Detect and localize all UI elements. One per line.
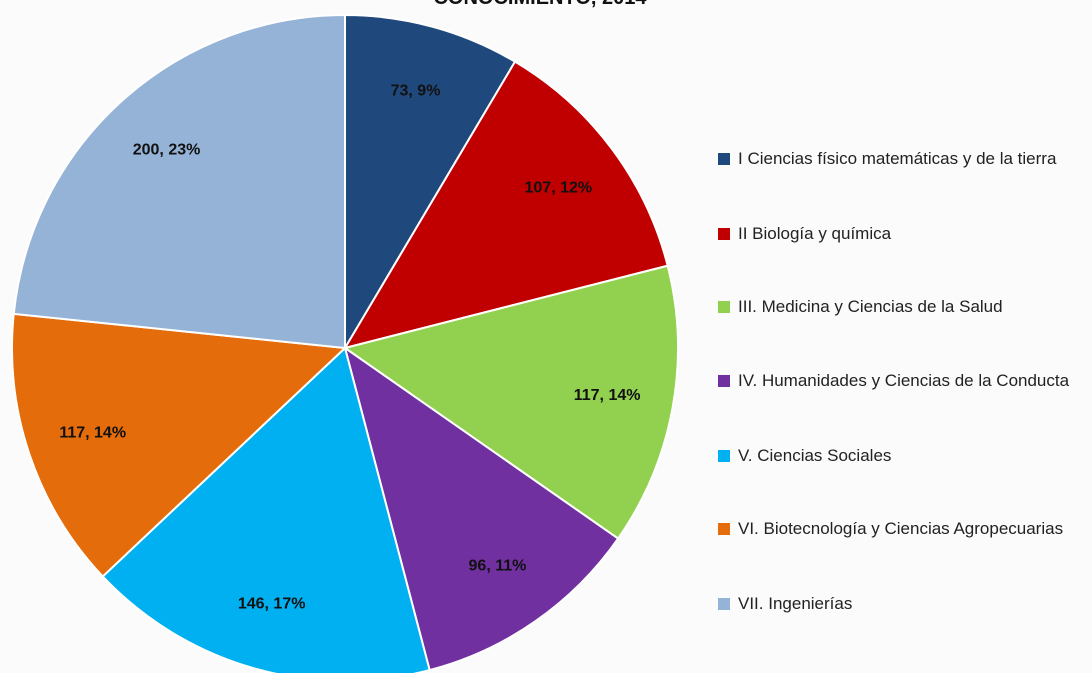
pie-slice	[101, 346, 431, 673]
legend-swatch	[718, 598, 730, 610]
legend-label: II Biología y química	[738, 224, 892, 243]
pie-slice	[11, 312, 348, 578]
chart: CONOCIMIENTO, 2014 73, 9% 107, 12% 117, 14…	[11, 0, 679, 673]
legend-swatch	[718, 153, 730, 165]
legend-entry: III. Medicina y Ciencias de la Salud	[718, 294, 1088, 319]
legend-swatch	[718, 523, 730, 535]
legend-entry: II Biología y química	[718, 221, 1088, 246]
legend-label: III. Medicina y Ciencias de la Salud	[738, 297, 1003, 316]
pie-slice	[342, 264, 679, 540]
pie-slice	[344, 13, 517, 352]
data-label: 146, 17%	[238, 595, 306, 612]
legend-entry: VI. Biotecnología y Ciencias Agropecuari…	[718, 516, 1088, 541]
legend-entry: IV. Humanidades y Ciencias de la Conduct…	[718, 368, 1088, 393]
legend-swatch	[718, 375, 730, 387]
legend-entry: VII. Ingenierías	[718, 591, 1088, 616]
chart-title: CONOCIMIENTO, 2014	[433, 0, 647, 9]
legend-entry: V. Ciencias Sociales	[718, 443, 1088, 468]
data-label: 107, 12%	[525, 180, 593, 197]
data-label: 96, 11%	[469, 558, 527, 575]
legend-label: VI. Biotecnología y Ciencias Agropecuari…	[738, 519, 1064, 538]
legend-swatch	[718, 301, 730, 313]
legend-swatch	[718, 450, 730, 462]
legend-label: IV. Humanidades y Ciencias de la Conduct…	[738, 371, 1070, 390]
legend-label: I Ciencias físico matemáticas y de la ti…	[738, 149, 1057, 168]
pie-slice	[12, 13, 346, 350]
data-label: 73, 9%	[391, 82, 441, 99]
pie-slice	[342, 60, 669, 350]
legend-swatch	[718, 228, 730, 240]
pie-slice	[343, 345, 620, 672]
data-label: 117, 14%	[59, 425, 126, 442]
legend-label: VII. Ingenierías	[738, 594, 853, 613]
legend-label: V. Ciencias Sociales	[738, 446, 892, 465]
data-label: 200, 23%	[133, 141, 201, 158]
data-label: 117, 14%	[574, 387, 641, 404]
legend-entry: I Ciencias físico matemáticas y de la ti…	[718, 146, 1088, 171]
